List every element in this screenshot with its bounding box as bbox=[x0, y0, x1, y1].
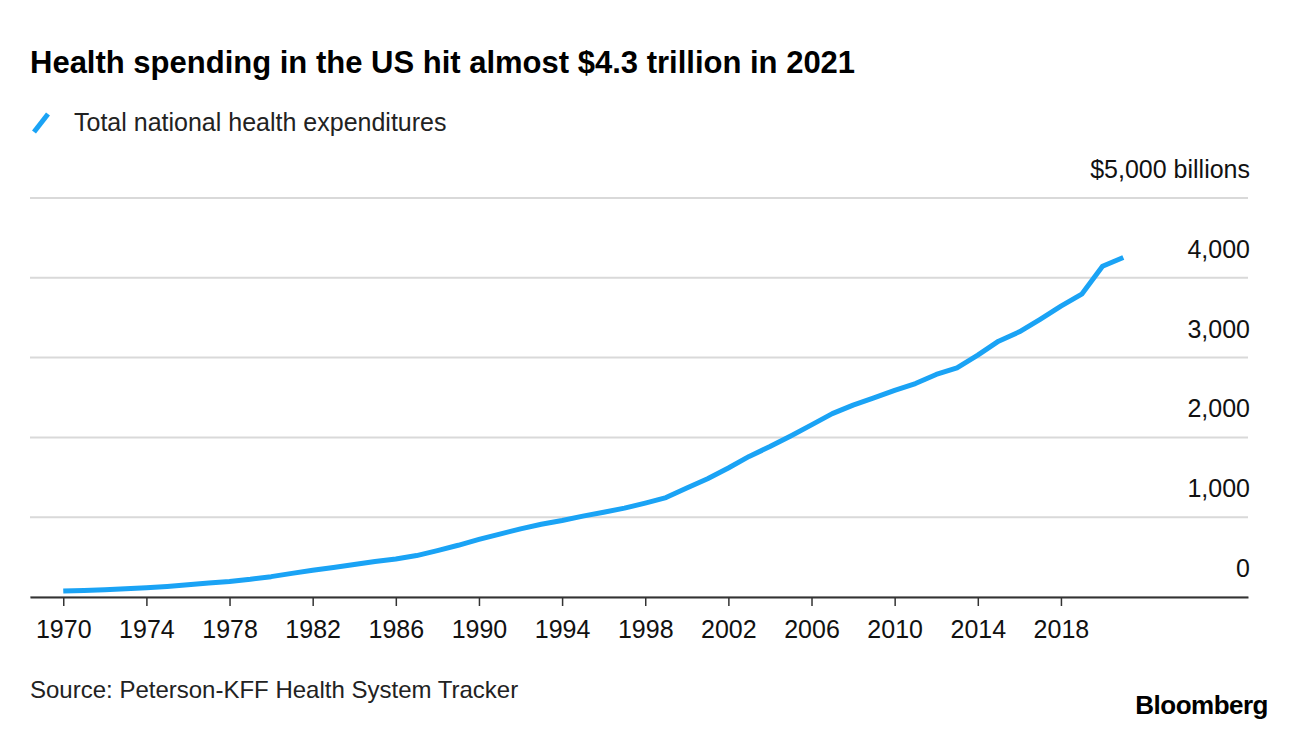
x-tick: 2002 bbox=[701, 597, 757, 643]
grid-line bbox=[30, 596, 1248, 598]
x-tick-label: 2002 bbox=[701, 615, 757, 643]
x-axis: 1970 1974 1978 1982 1986 1990 1994 1998 2002 2006… bbox=[31, 597, 1249, 643]
x-tick-mark bbox=[479, 597, 481, 606]
x-tick-mark bbox=[894, 597, 896, 606]
x-tick-label: 1994 bbox=[535, 615, 591, 643]
x-tick: 1994 bbox=[535, 597, 591, 643]
y-tick-label: 0 bbox=[1236, 554, 1250, 582]
y-tick-label: $5,000 billions bbox=[1090, 155, 1250, 183]
x-tick-mark bbox=[645, 597, 647, 606]
grid-line bbox=[30, 197, 1248, 199]
y-tick-label: 3,000 bbox=[1187, 315, 1250, 343]
x-tick-mark bbox=[978, 597, 980, 606]
x-tick-label: 1998 bbox=[618, 615, 674, 643]
x-tick: 1974 bbox=[119, 597, 175, 643]
x-tick-mark bbox=[396, 597, 398, 606]
legend-label: Total national health expenditures bbox=[74, 108, 447, 136]
x-tick: 2010 bbox=[867, 597, 923, 643]
x-tick-label: 1970 bbox=[36, 615, 92, 643]
plot: 0 1,000 2,000 3,000 4,000 $5,000 billions 1970… bbox=[30, 155, 1250, 643]
line bbox=[63, 257, 1123, 591]
x-tick-mark bbox=[811, 597, 813, 606]
grid-line bbox=[30, 436, 1248, 438]
x-tick: 2006 bbox=[784, 597, 840, 643]
source: Source: Peterson-KFF Health System Track… bbox=[30, 676, 518, 703]
x-tick-label: 1986 bbox=[369, 615, 425, 643]
x-tick-mark bbox=[63, 597, 65, 606]
x-tick-mark bbox=[146, 597, 148, 606]
legend: Total national health expenditures bbox=[34, 108, 447, 136]
x-tick: 1998 bbox=[618, 597, 674, 643]
x-tick: 1990 bbox=[452, 597, 508, 643]
x-tick-mark bbox=[1061, 597, 1063, 606]
legend-swatch bbox=[34, 114, 48, 132]
y-tick-label: 2,000 bbox=[1187, 394, 1250, 422]
credit: Bloomberg bbox=[1135, 690, 1268, 720]
x-tick-mark bbox=[312, 597, 314, 606]
x-tick-label: 1978 bbox=[202, 615, 258, 643]
chart: Health spending in the US hit almost $4.… bbox=[0, 0, 1296, 730]
x-tick-label: 2010 bbox=[867, 615, 923, 643]
x-tick: 1970 bbox=[36, 597, 92, 643]
x-tick: 2014 bbox=[950, 597, 1006, 643]
x-tick: 1978 bbox=[202, 597, 258, 643]
y-tick-label: 1,000 bbox=[1187, 474, 1250, 502]
marks bbox=[63, 257, 1123, 591]
x-tick-mark bbox=[562, 597, 564, 606]
x-tick-mark bbox=[229, 597, 231, 606]
x-tick-label: 1974 bbox=[119, 615, 175, 643]
x-tick: 1986 bbox=[369, 597, 425, 643]
y-axis: 0 1,000 2,000 3,000 4,000 $5,000 billions bbox=[30, 155, 1250, 597]
y-tick-label: 4,000 bbox=[1187, 235, 1250, 263]
x-tick-label: 2018 bbox=[1034, 615, 1090, 643]
x-tick-label: 1982 bbox=[285, 615, 341, 643]
title: Health spending in the US hit almost $4.… bbox=[30, 45, 855, 80]
x-tick-label: 2014 bbox=[950, 615, 1006, 643]
grid-line bbox=[30, 357, 1248, 359]
x-axis-line bbox=[31, 597, 1249, 599]
x-tick-label: 1990 bbox=[452, 615, 508, 643]
x-tick: 1982 bbox=[285, 597, 341, 643]
x-tick-mark bbox=[728, 597, 730, 606]
grid-line bbox=[30, 516, 1248, 518]
x-tick-label: 2006 bbox=[784, 615, 840, 643]
x-tick: 2018 bbox=[1034, 597, 1090, 643]
grid-line bbox=[30, 277, 1248, 279]
